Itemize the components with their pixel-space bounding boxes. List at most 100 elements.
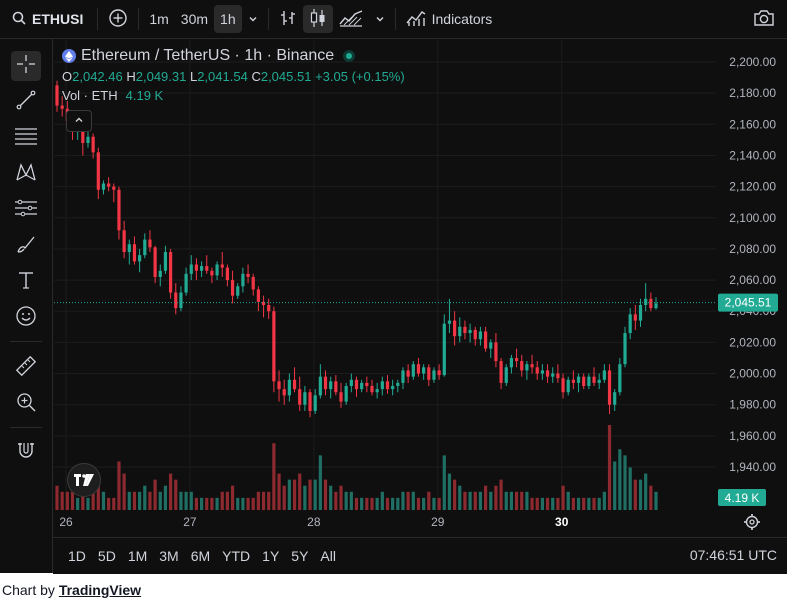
collapse-legend-button[interactable] bbox=[66, 110, 92, 132]
volume-bar bbox=[349, 491, 353, 510]
settings-icon bbox=[743, 514, 761, 535]
tradingview-logo[interactable] bbox=[67, 463, 101, 497]
volume-bar bbox=[65, 491, 69, 510]
candle-body bbox=[447, 320, 452, 324]
utc-clock[interactable]: 07:46:51 UTC bbox=[689, 547, 777, 563]
volume-bar bbox=[401, 491, 405, 510]
candle-body bbox=[184, 273, 188, 293]
candlesticks bbox=[55, 80, 658, 418]
candle-body bbox=[153, 247, 157, 277]
chevron-down-icon bbox=[248, 11, 258, 27]
bars-style-button[interactable] bbox=[273, 5, 303, 33]
brush-tool[interactable] bbox=[11, 231, 41, 261]
volume-bar bbox=[132, 491, 137, 510]
interval-menu-button[interactable] bbox=[242, 5, 264, 33]
interval-1m[interactable]: 1m bbox=[149, 11, 169, 27]
interval-1h[interactable]: 1h bbox=[214, 5, 242, 33]
range-5d[interactable]: 5D bbox=[97, 548, 116, 564]
measure-tool[interactable] bbox=[11, 353, 41, 383]
y-tick-label: 1,980.00 bbox=[729, 398, 776, 412]
add-symbol-button[interactable] bbox=[102, 5, 134, 33]
price-chart[interactable]: 2,200.00 2,180.00 2,160.00 2,140.00 2,120.00… bbox=[0, 0, 787, 573]
settings-button[interactable] bbox=[743, 513, 761, 536]
volume-bar bbox=[499, 479, 503, 510]
candle-body bbox=[561, 378, 565, 393]
candle-body bbox=[442, 323, 446, 376]
open-value: 2,042.46 bbox=[72, 69, 123, 84]
candle-body bbox=[504, 367, 508, 383]
volume-bar bbox=[298, 473, 302, 510]
volume-bar bbox=[561, 485, 565, 510]
range-all[interactable]: All bbox=[320, 548, 336, 564]
crosshair-icon bbox=[15, 53, 37, 80]
volume-bar bbox=[463, 491, 467, 510]
range-1m[interactable]: 1M bbox=[127, 548, 148, 564]
symbol-search[interactable]: ETHUSI bbox=[0, 11, 93, 28]
volume-bar bbox=[396, 497, 400, 510]
candle-body bbox=[401, 370, 405, 383]
volume-bar bbox=[360, 497, 364, 510]
y-tick-label: 1,960.00 bbox=[729, 429, 776, 443]
volume-bar bbox=[618, 449, 622, 510]
y-tick-label: 2,200.00 bbox=[729, 55, 776, 69]
volume-bar bbox=[282, 485, 286, 510]
range-1y[interactable]: 1Y bbox=[262, 548, 280, 564]
indicators-button[interactable]: Indicators bbox=[400, 5, 499, 33]
volume-bar bbox=[654, 491, 658, 510]
candle-body bbox=[453, 320, 457, 337]
x-tick-label: 26 bbox=[59, 515, 73, 529]
volume-bar bbox=[582, 497, 586, 510]
volume-bar bbox=[453, 479, 457, 510]
magnet-tool[interactable] bbox=[11, 437, 41, 467]
candle-body bbox=[473, 329, 477, 340]
snapshot-button[interactable] bbox=[747, 5, 781, 33]
trend-line-icon bbox=[15, 89, 37, 116]
candle-body bbox=[86, 136, 90, 143]
volume-bar bbox=[55, 485, 59, 510]
candle-body bbox=[349, 379, 353, 386]
candle-body bbox=[256, 289, 260, 302]
low-label: L bbox=[189, 69, 198, 84]
pattern-tool[interactable] bbox=[11, 159, 41, 189]
volume-bars bbox=[55, 425, 658, 510]
zoom-tool[interactable] bbox=[11, 389, 41, 419]
emoji-tool[interactable] bbox=[11, 303, 41, 333]
interval-30m[interactable]: 30m bbox=[180, 11, 209, 27]
volume-bar bbox=[380, 491, 384, 510]
volume-bar bbox=[138, 491, 142, 510]
range-ytd[interactable]: YTD bbox=[222, 548, 251, 564]
candle-body bbox=[241, 273, 245, 287]
volume-bar bbox=[261, 491, 266, 510]
volume-bar bbox=[153, 479, 157, 510]
area-style-button[interactable] bbox=[333, 5, 369, 33]
volume-bar bbox=[365, 497, 369, 510]
volume-bar bbox=[530, 497, 534, 510]
candles-style-button[interactable] bbox=[302, 5, 333, 33]
market-open-status-icon bbox=[343, 50, 356, 62]
volume-bar bbox=[411, 491, 415, 510]
range-3m[interactable]: 3M bbox=[159, 548, 179, 564]
tradingview-link[interactable]: TradingView bbox=[58, 582, 142, 598]
range-5y[interactable]: 5Y bbox=[291, 548, 309, 564]
forecast-tool[interactable] bbox=[11, 195, 41, 225]
divider bbox=[10, 341, 42, 342]
range-6m[interactable]: 6M bbox=[190, 548, 211, 564]
volume-bar bbox=[199, 497, 204, 510]
chart-type-menu-button[interactable] bbox=[369, 5, 391, 33]
fib-tool[interactable] bbox=[11, 123, 41, 153]
text-tool[interactable] bbox=[11, 267, 41, 297]
candle-body bbox=[313, 395, 317, 411]
change-value: +3.05 (+0.15%) bbox=[315, 69, 405, 84]
candle-body bbox=[628, 314, 632, 334]
volume-bar bbox=[427, 491, 431, 510]
range-1d[interactable]: 1D bbox=[68, 548, 86, 564]
search-icon bbox=[12, 11, 26, 28]
volume-bar bbox=[354, 497, 359, 510]
volume-bar bbox=[148, 491, 152, 510]
trend-line-tool[interactable] bbox=[11, 87, 41, 117]
volume-bar bbox=[225, 491, 230, 510]
candle-body bbox=[323, 376, 328, 390]
candle-body bbox=[334, 381, 338, 393]
high-value: 2,049.31 bbox=[135, 69, 187, 84]
crosshair-tool[interactable] bbox=[11, 51, 41, 81]
